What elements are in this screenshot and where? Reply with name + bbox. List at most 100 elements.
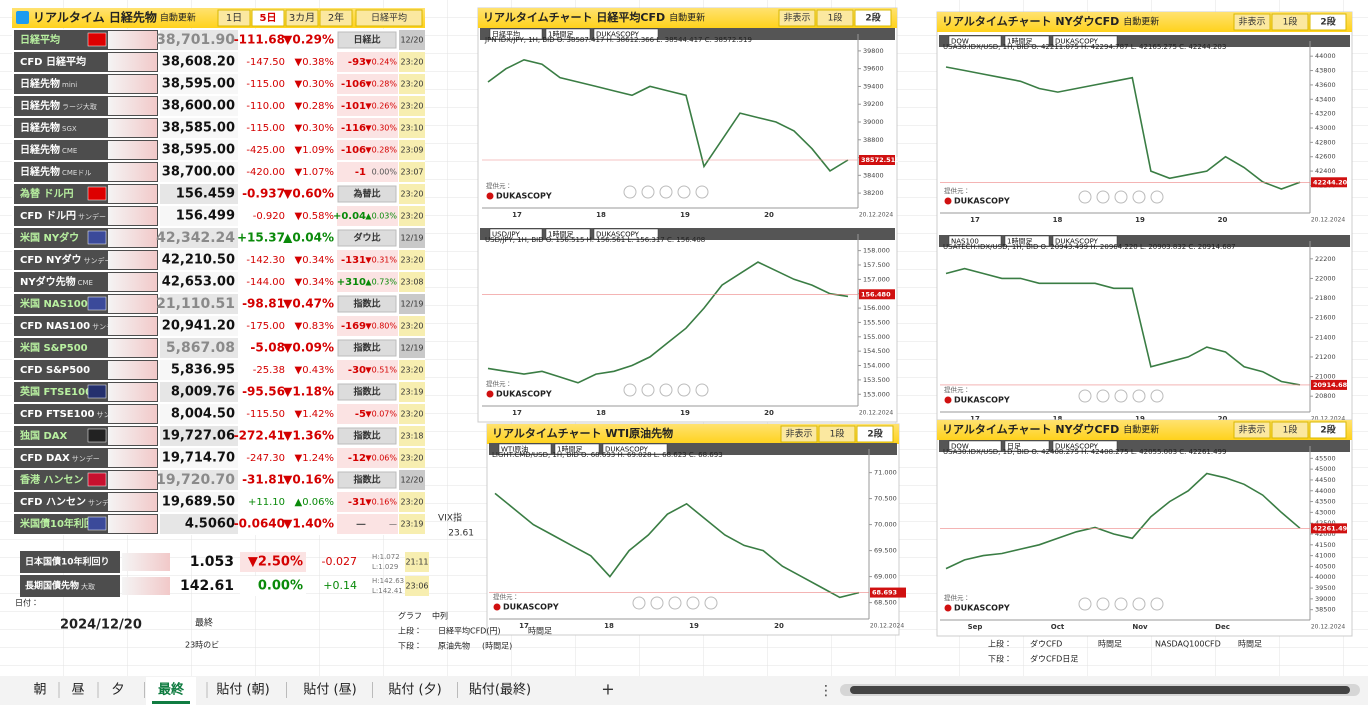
chart-control[interactable] [1114,190,1128,204]
sparkline [108,141,157,159]
chart-select-label[interactable]: DUKASCOPY [596,231,640,239]
logo: DUKASCOPY [496,390,552,399]
layout-button-label[interactable]: 非表示 [1238,16,1265,28]
compare-label[interactable]: 指数比 [353,298,380,310]
price-line [945,472,1301,570]
chart-select-label[interactable]: NAS100 [951,238,979,246]
selector-label[interactable]: 日経平均 [371,12,407,24]
quote-name: CFD FTSE100 [20,409,95,420]
chart-control[interactable] [1114,597,1128,611]
sheet-tab[interactable]: 昼 [71,683,84,698]
time-cell [399,118,425,138]
layout-button-label[interactable]: 非表示 [785,428,812,440]
compare-label[interactable]: 指数比 [353,430,380,442]
compare-label[interactable]: 指数比 [353,474,380,486]
chart-control[interactable] [1132,190,1146,204]
chart-select-label[interactable]: 1時間足 [548,31,573,39]
sheet-tab[interactable]: 貼付(最終) [469,682,531,698]
diff-cell [337,514,398,534]
flag-icon [87,472,107,487]
layout-button-label[interactable]: 1段 [1283,424,1298,436]
chart-control[interactable] [1132,597,1146,611]
chart-control[interactable] [641,383,655,397]
compare-label[interactable]: 為替比 [352,188,380,200]
chart-control[interactable] [659,383,673,397]
chart-select-label[interactable]: DOW [951,38,969,46]
layout-button-label[interactable]: 1段 [830,428,845,440]
chart-control[interactable] [686,596,700,610]
chart-control[interactable] [1078,190,1092,204]
sheet-tab[interactable]: 朝 [33,683,46,698]
quote-time: 12/20 [400,36,423,45]
chart-control[interactable] [1150,389,1164,403]
chart-control[interactable] [695,185,709,199]
quote-name: CFD ドル円 [20,210,76,222]
add-sheet[interactable]: + [601,680,614,699]
range-tab [251,9,285,27]
chart-control[interactable] [650,596,664,610]
chart-select-label[interactable]: WTI原油 [501,445,528,454]
layout-button-label[interactable]: 2段 [867,428,883,440]
chart-control[interactable] [659,185,673,199]
compare-label[interactable]: 指数比 [353,386,380,398]
chart-select-label[interactable]: 日経平均 [492,30,520,39]
sheet-tab[interactable]: 最終 [158,682,185,698]
layout-button-label[interactable]: 1段 [1283,16,1298,28]
layout-button [854,9,892,27]
chart-select-label[interactable]: DUKASCOPY [1055,443,1099,451]
chart-control[interactable] [1132,389,1146,403]
chart-control[interactable] [1114,389,1128,403]
chart-control[interactable] [1096,190,1110,204]
chart-control[interactable] [1096,597,1110,611]
tab-menu[interactable]: ⋮ [819,683,833,699]
range-tab-label[interactable]: 1日 [226,13,242,24]
chart-control[interactable] [641,185,655,199]
quote-change: -175.00 [246,321,285,332]
layout-button-label[interactable]: 非表示 [1238,424,1265,436]
compare-label[interactable]: 指数比 [353,342,380,354]
chart-select-label[interactable]: DUKASCOPY [596,31,640,39]
scroll-thumb[interactable] [850,686,1350,694]
chart-control[interactable] [1096,389,1110,403]
range-tab-label[interactable]: 5日 [260,12,277,24]
chart-select-label[interactable]: USD/JPY [492,231,520,239]
chart-select-label[interactable]: 1時間足 [557,446,582,454]
chart-select-label[interactable]: 1時間足 [1007,38,1032,46]
chart-control[interactable] [632,596,646,610]
layout-button-label[interactable]: 1段 [828,12,843,24]
sheet-tab[interactable]: 貼付 (朝) [216,683,269,698]
compare-label[interactable]: 日経比 [353,34,380,46]
chart-control[interactable] [1078,389,1092,403]
chart-control[interactable] [1150,190,1164,204]
layout-button-label[interactable]: 2段 [1320,16,1336,28]
sheet-tab[interactable]: 貼付 (昼) [303,683,356,698]
chart-control[interactable] [695,383,709,397]
chart-control[interactable] [623,383,637,397]
chart-control[interactable] [677,185,691,199]
layout-button-label[interactable]: 2段 [1320,424,1336,436]
layout-button-label[interactable]: 2段 [865,12,881,24]
chart-select-label[interactable]: DUKASCOPY [605,446,649,454]
chart-control[interactable] [1150,597,1164,611]
chart-select-label[interactable]: DOW [951,443,969,451]
range-tab-label[interactable]: 2年 [328,11,344,24]
chart-control[interactable] [668,596,682,610]
sheet-tab[interactable]: 貼付 (夕) [388,683,441,698]
chart-control[interactable] [704,596,718,610]
chart-select-label[interactable]: 日足 [1007,443,1021,451]
quote-pct: ▼0.83% [295,321,334,332]
y-tick-label: 39800 [863,47,884,55]
chart-select-label[interactable]: 1時間足 [1007,238,1032,246]
chart-control[interactable] [1078,597,1092,611]
chart-select-label[interactable]: 1時間足 [548,231,573,239]
chart-control[interactable] [623,185,637,199]
chart-control[interactable] [677,383,691,397]
chart-select [1052,235,1118,247]
sheet-tab[interactable]: 夕 [111,683,124,698]
chart-select-label[interactable]: DUKASCOPY [1055,238,1099,246]
chart-select [1004,35,1050,47]
chart-select-label[interactable]: DUKASCOPY [1055,38,1099,46]
range-tab-label[interactable]: 3カ月 [289,12,315,24]
compare-label[interactable]: ダウ比 [353,232,380,244]
layout-button-label[interactable]: 非表示 [783,12,810,24]
